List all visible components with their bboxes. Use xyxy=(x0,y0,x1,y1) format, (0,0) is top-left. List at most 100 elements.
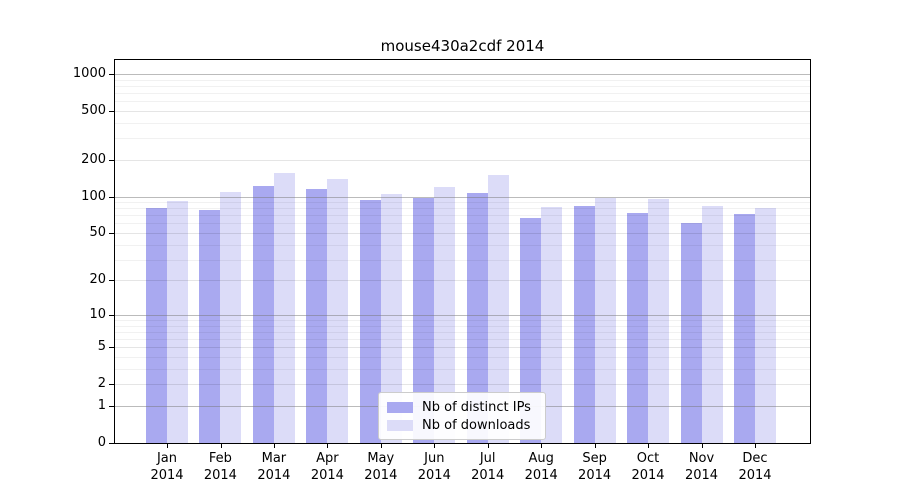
legend-item-distinct-ips: Nb of distinct IPs xyxy=(387,398,535,416)
y-tick-label: 50 xyxy=(89,225,106,240)
y-tick-label: 20 xyxy=(89,272,106,288)
gridline-minor xyxy=(115,208,810,210)
bar-mar-distinct-ips xyxy=(252,185,274,443)
y-tick-label: 0 xyxy=(97,435,106,450)
x-tick-label-nov: Nov 2014 xyxy=(684,451,719,483)
gridline-minor xyxy=(115,331,810,333)
gridline-minor xyxy=(115,320,810,321)
gridline-major xyxy=(115,73,810,75)
y-tick xyxy=(109,280,114,282)
bar-dec-downloads xyxy=(754,207,776,443)
x-tick-label-sep: Sep 2014 xyxy=(578,451,612,483)
y-tick xyxy=(109,196,114,198)
bar-sep-distinct-ips xyxy=(573,205,595,443)
bar-dec-distinct-ips xyxy=(733,213,755,443)
y-tick xyxy=(109,443,114,444)
x-tick xyxy=(487,444,489,448)
legend-item-downloads: Nb of downloads xyxy=(387,416,535,434)
y-tick-label: 100 xyxy=(81,188,106,204)
x-tick xyxy=(167,444,168,448)
bar-aug-downloads xyxy=(541,206,563,443)
x-tick-label-may: May 2014 xyxy=(364,451,398,483)
gridline xyxy=(115,347,810,349)
x-tick xyxy=(594,444,596,448)
x-tick-label-feb: Feb 2014 xyxy=(203,451,237,483)
x-tick-label-mar: Mar 2014 xyxy=(257,451,291,483)
gridline-minor xyxy=(115,244,810,246)
gridline xyxy=(115,384,810,386)
bar-jan-downloads xyxy=(167,200,188,443)
x-tick xyxy=(220,444,222,448)
y-tick-label: 10 xyxy=(89,306,106,322)
x-tick xyxy=(648,444,649,448)
x-tick-label-jan: Jan 2014 xyxy=(150,451,184,483)
gridline-minor xyxy=(115,101,810,103)
x-tick-label-aug: Aug 2014 xyxy=(524,451,558,483)
gridline-minor xyxy=(115,85,810,87)
x-tick xyxy=(701,444,703,448)
bar-nov-downloads xyxy=(701,205,723,443)
gridline-minor xyxy=(115,202,810,203)
bar-nov-distinct-ips xyxy=(680,222,702,443)
gridline xyxy=(115,110,810,112)
y-tick-label: 2 xyxy=(97,376,106,392)
gridline-minor xyxy=(115,223,810,225)
gridline-minor xyxy=(115,368,810,370)
x-tick-label-jun: Jun 2014 xyxy=(417,451,451,483)
gridline-minor xyxy=(115,138,810,140)
y-tick-label: 1 xyxy=(97,398,106,413)
bar-apr-downloads xyxy=(327,178,349,443)
gridline xyxy=(115,233,810,234)
y-tick xyxy=(109,73,114,75)
legend-label-distinct-ips: Nb of distinct IPs xyxy=(422,399,531,415)
chart-title: mouse430a2cdf 2014 xyxy=(380,37,545,55)
x-tick xyxy=(273,444,275,448)
bar-jan-distinct-ips xyxy=(146,207,167,443)
legend-label-downloads: Nb of downloads xyxy=(422,417,531,433)
y-tick-label: 500 xyxy=(81,102,106,118)
gridline-minor xyxy=(115,122,810,124)
gridline-minor xyxy=(115,339,810,341)
gridline-minor xyxy=(115,259,810,261)
bar-aug-distinct-ips xyxy=(520,217,542,443)
x-tick-label-jul: Jul 2014 xyxy=(471,451,505,483)
gridline-minor xyxy=(115,357,810,358)
y-tick-label: 200 xyxy=(81,151,106,167)
bar-mar-downloads xyxy=(273,172,295,443)
gridline xyxy=(115,280,810,282)
bar-feb-downloads xyxy=(220,192,242,443)
gridline-major xyxy=(115,314,810,316)
y-tick xyxy=(109,314,114,316)
x-tick xyxy=(380,444,382,448)
bar-may-distinct-ips xyxy=(359,199,381,443)
x-tick xyxy=(434,444,436,448)
gridline-minor xyxy=(115,325,810,327)
gridline-minor xyxy=(115,93,810,94)
bar-may-downloads xyxy=(380,193,402,443)
x-tick xyxy=(755,444,756,448)
gridline xyxy=(115,159,810,161)
y-tick xyxy=(109,110,114,112)
y-tick xyxy=(109,159,114,161)
x-tick-label-oct: Oct 2014 xyxy=(631,451,665,483)
gridline-major xyxy=(115,196,810,198)
bar-oct-distinct-ips xyxy=(627,213,649,443)
x-tick-label-apr: Apr 2014 xyxy=(310,451,344,483)
y-tick-label: 1000 xyxy=(72,65,106,81)
y-tick xyxy=(109,384,114,386)
bar-feb-distinct-ips xyxy=(199,210,221,443)
bar-jul-distinct-ips xyxy=(466,192,488,443)
x-tick-label-dec: Dec 2014 xyxy=(738,451,772,483)
x-tick xyxy=(327,444,329,448)
bar-oct-downloads xyxy=(648,199,670,443)
bar-sep-downloads xyxy=(594,198,616,443)
legend-swatch-distinct-ips-icon xyxy=(387,401,413,413)
gridline-minor xyxy=(115,215,810,217)
legend: Nb of distinct IPs Nb of downloads xyxy=(378,392,546,440)
y-tick xyxy=(109,406,114,407)
y-tick xyxy=(109,347,114,349)
y-tick-label: 5 xyxy=(97,339,106,355)
bar-jun-distinct-ips xyxy=(413,198,435,443)
plot-area xyxy=(109,59,811,448)
